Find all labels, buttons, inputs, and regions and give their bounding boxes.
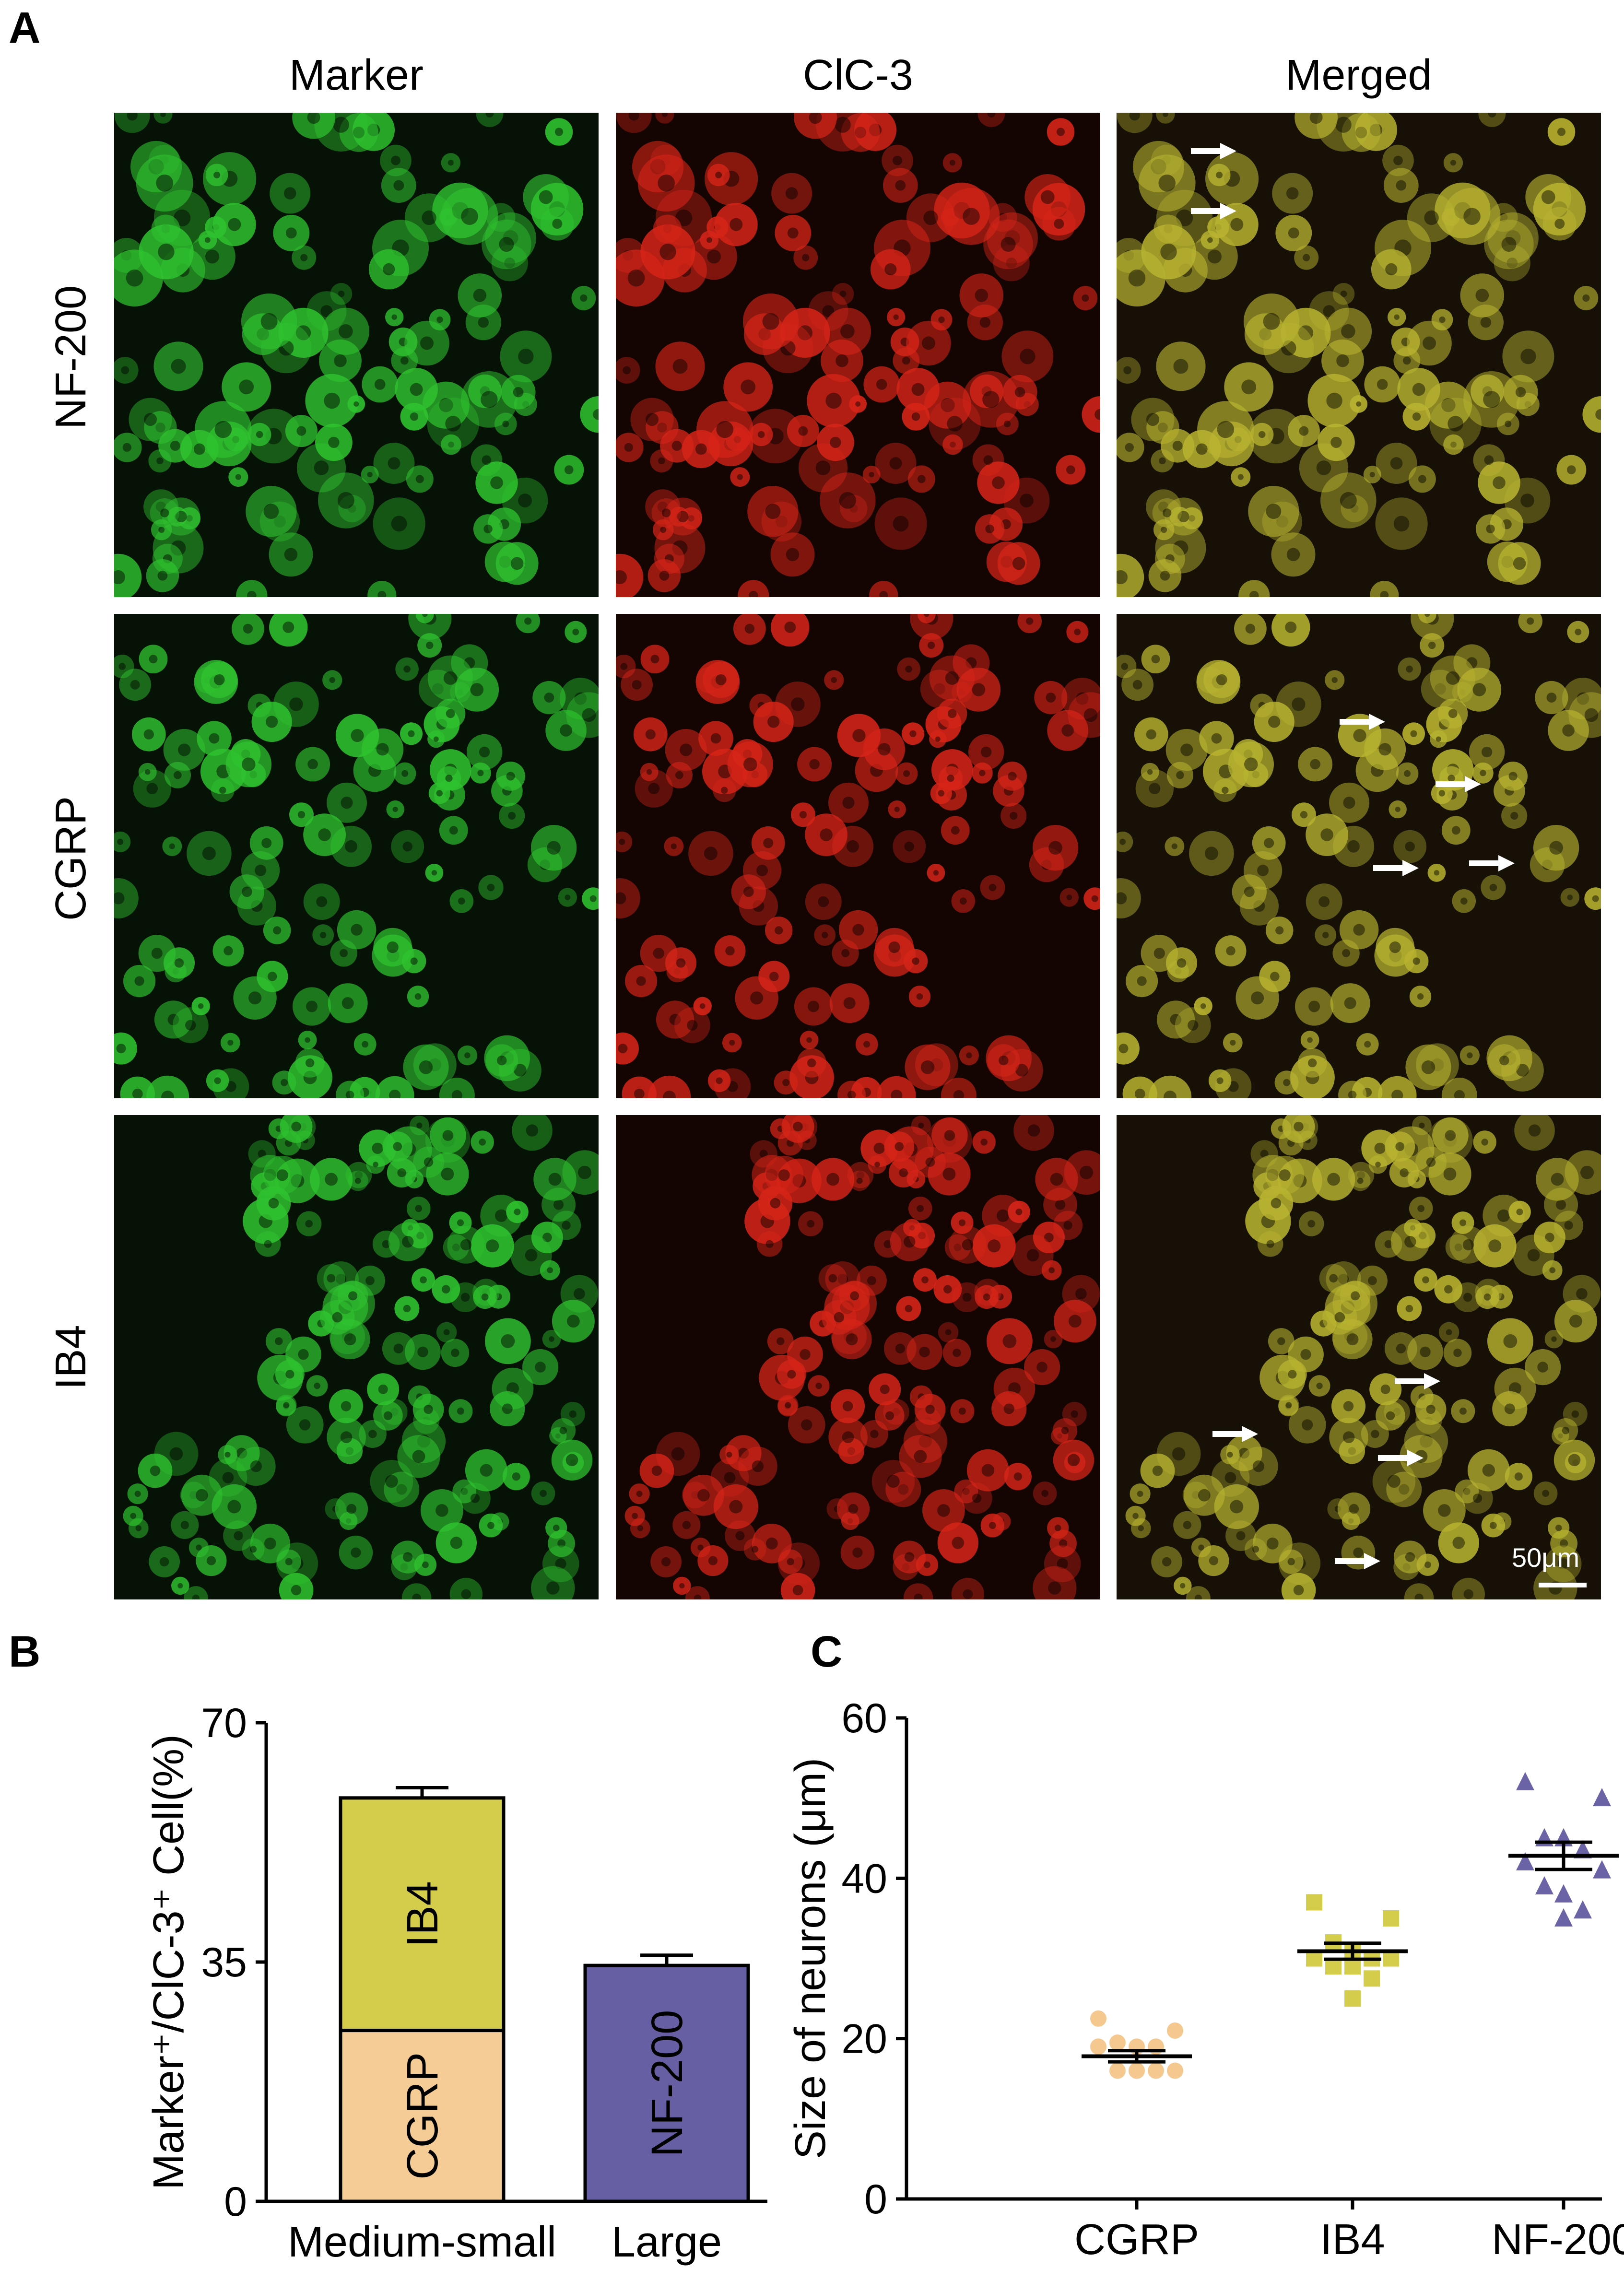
data-point	[1516, 1852, 1534, 1870]
micrograph-cgrp-merged	[1117, 614, 1601, 1098]
y-axis-label: Marker⁺/ClC-3⁺ Cell(%)	[145, 1734, 193, 2190]
bar-segment-ib4	[339, 1796, 506, 2033]
data-point	[1593, 1788, 1611, 1807]
data-point	[1167, 2022, 1183, 2039]
y-tick-label: 40	[841, 1856, 887, 1902]
row-header-nf200: NF-200	[47, 285, 95, 430]
panel-c-letter: C	[811, 1627, 843, 1676]
row-header-cgrp: CGRP	[47, 796, 95, 921]
data-point	[1109, 2062, 1126, 2079]
arrow-icon	[1373, 860, 1419, 876]
micrograph-cgrp-clc-3	[616, 614, 1100, 1098]
y-tick-label: 20	[841, 2016, 887, 2062]
data-point	[1167, 2062, 1183, 2079]
x-tick-label: Large	[612, 2218, 722, 2266]
data-point	[1574, 1840, 1592, 1858]
arrow-icon	[1191, 203, 1236, 219]
data-point	[1129, 2062, 1145, 2079]
panel-b-letter: B	[9, 1627, 41, 1676]
data-point	[1574, 1900, 1592, 1919]
data-point	[1383, 1910, 1399, 1927]
bar-segment-cgrp	[339, 2029, 506, 2203]
arrow-icon	[1395, 1373, 1440, 1389]
data-point	[1148, 2038, 1164, 2055]
x-tick-label: IB4	[1320, 2216, 1385, 2264]
arrow-icon	[1378, 1450, 1424, 1466]
panel-a-letter: A	[9, 3, 41, 52]
micrograph-ib4-clc-3	[616, 1115, 1100, 1599]
row-header-ib4: IB4	[47, 1325, 95, 1390]
y-axis-label: Size of neurons (μm)	[787, 1758, 835, 2159]
data-point	[1344, 1958, 1361, 1975]
bar-segment-label: IB4	[398, 1881, 447, 1947]
y-tick-label: 60	[841, 1695, 887, 1741]
x-tick-label: Medium-small	[288, 2218, 556, 2266]
y-tick-label: 70	[201, 1700, 247, 1746]
data-point	[1090, 2010, 1106, 2027]
data-point	[1554, 1884, 1573, 1903]
arrow-icon	[1469, 855, 1515, 871]
arrow-icon	[1436, 776, 1481, 792]
micrograph-nf-200-clc-3	[616, 113, 1100, 597]
data-point	[1109, 2034, 1126, 2051]
data-point	[1554, 1908, 1573, 1927]
arrow-icon	[1212, 1426, 1258, 1442]
column-header-marker: Marker	[289, 51, 424, 99]
data-point	[1364, 1970, 1380, 1987]
arrow-icon	[1191, 143, 1236, 159]
data-point	[1325, 1958, 1342, 1975]
data-point	[1306, 1894, 1322, 1911]
micrograph-ib4-merged	[1117, 1115, 1601, 1599]
bar-segment-label: NF-200	[643, 2010, 692, 2157]
arrow-icon	[1335, 1553, 1380, 1569]
data-point	[1148, 2062, 1164, 2079]
bar-segment-label: CGRP	[398, 2052, 447, 2180]
data-point	[1344, 1990, 1361, 2007]
data-point	[1090, 2038, 1106, 2055]
bar-segment-nf-200	[583, 1963, 750, 2203]
micrograph-nf-200-merged	[1117, 113, 1601, 597]
micrograph-nf-200-marker	[114, 113, 599, 597]
column-header-merged: Merged	[1285, 51, 1432, 99]
micrograph-ib4-marker	[114, 1115, 599, 1599]
micrograph-cgrp-marker	[114, 614, 599, 1098]
arrow-icon	[1340, 714, 1385, 730]
y-tick-label: 0	[224, 2179, 247, 2225]
x-tick-label: NF-200	[1492, 2216, 1624, 2264]
column-header-clc3: ClC-3	[802, 51, 913, 99]
scale-bar	[1539, 1583, 1587, 1587]
data-point	[1516, 1772, 1534, 1790]
y-tick-label: 35	[201, 1939, 247, 1986]
data-point	[1593, 1860, 1611, 1879]
x-tick-label: CGRP	[1074, 2216, 1199, 2264]
y-tick-label: 0	[864, 2176, 887, 2222]
scale-bar-label: 50μm	[1512, 1542, 1580, 1573]
data-point	[1535, 1876, 1553, 1895]
